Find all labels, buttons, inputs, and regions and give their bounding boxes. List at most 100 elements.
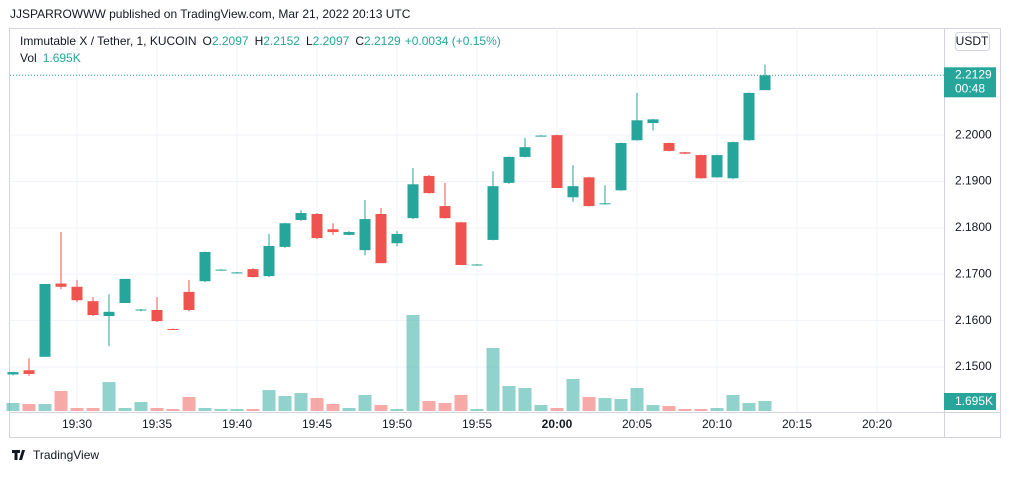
y-tick-label: 2.1900 <box>955 174 992 188</box>
candle-body <box>151 309 163 322</box>
candle-body <box>135 309 147 311</box>
countdown: 00:48 <box>955 81 985 95</box>
x-tick-label: 19:55 <box>462 417 492 431</box>
volume-bar <box>598 397 612 411</box>
volume-bar <box>518 387 532 411</box>
x-tick-label: 19:35 <box>142 417 172 431</box>
x-tick-label: 20:00 <box>542 417 573 431</box>
volume-bar <box>86 407 100 411</box>
candle-body <box>439 206 451 219</box>
volume-bar <box>54 391 68 411</box>
y-tick-label: 2.1700 <box>955 266 992 280</box>
candle-body <box>759 75 771 91</box>
candle-body <box>711 155 723 178</box>
volume-bar <box>646 405 660 411</box>
x-tick-label: 19:50 <box>382 417 412 431</box>
candle-body <box>615 143 627 191</box>
currency-button[interactable] <box>955 32 990 51</box>
candle-body <box>199 252 211 282</box>
volume-bar <box>262 389 276 411</box>
candle-body <box>167 328 179 330</box>
volume-bar <box>742 403 756 411</box>
volume-bar <box>246 409 260 411</box>
candle-body <box>679 152 691 154</box>
volume-bar <box>390 409 404 411</box>
volume-bar <box>502 385 516 411</box>
volume-bar <box>358 395 372 411</box>
candle-body <box>631 120 643 141</box>
volume-legend: Vol 1.695K <box>20 51 81 65</box>
volume-bar <box>662 405 676 411</box>
candle-body <box>295 213 307 220</box>
volume-bar <box>326 403 340 411</box>
x-tick-label: 20:10 <box>702 417 732 431</box>
candle-body <box>327 229 339 233</box>
volume-bar <box>198 407 212 411</box>
last-price-box <box>944 67 996 98</box>
candle-body <box>231 272 243 274</box>
publisher-line: JJSPARROWWW published on TradingView.com… <box>10 7 411 21</box>
logo-icon <box>12 450 25 460</box>
candle-body <box>727 142 739 179</box>
volume-bar <box>470 409 484 411</box>
volume-bar <box>182 397 196 411</box>
volume-bar <box>134 401 148 411</box>
candle-body <box>39 284 51 357</box>
ohlc-key: H <box>255 34 264 48</box>
volume-bar <box>278 395 292 411</box>
candle-body <box>279 223 291 247</box>
candle-body <box>87 301 99 316</box>
candle-body <box>519 147 531 157</box>
candle-body <box>503 156 515 183</box>
y-tick-label: 2.2000 <box>955 127 992 141</box>
candle-body <box>551 135 563 188</box>
candle-body <box>695 155 707 179</box>
candle-body <box>247 269 259 278</box>
volume-bar <box>6 403 20 411</box>
volume-bar <box>166 409 180 411</box>
volume-bar <box>566 379 580 411</box>
volume-bar <box>534 405 548 411</box>
volume-bar <box>486 347 500 411</box>
symbol-title: Immutable X / Tether, 1, KUCOIN <box>20 34 197 48</box>
volume-bar <box>294 393 308 411</box>
x-tick-label: 20:05 <box>622 417 652 431</box>
candle-body <box>215 269 227 271</box>
candle-body <box>647 119 659 124</box>
volume-bar <box>230 409 244 411</box>
volume-bar <box>614 399 628 411</box>
candle-body <box>375 213 387 264</box>
volume-bar <box>310 397 324 411</box>
candle-body <box>55 283 67 287</box>
x-tick-label: 19:30 <box>62 417 92 431</box>
volume-box <box>944 393 996 410</box>
candle-body <box>423 175 435 194</box>
x-tick-label: 20:20 <box>862 417 892 431</box>
candle-body <box>487 186 499 240</box>
currency-label[interactable]: USDT <box>956 34 989 48</box>
volume-bar <box>22 403 36 411</box>
volume-bar <box>582 397 596 411</box>
candle-body <box>183 291 195 310</box>
volume-bar <box>550 407 564 411</box>
candle-body <box>23 370 35 374</box>
ohlc-key: L <box>306 34 313 48</box>
candle-body <box>599 203 611 205</box>
ohlc-value: 2.2097 <box>313 34 350 48</box>
x-tick-label: 20:15 <box>782 417 812 431</box>
candle-body <box>743 92 755 141</box>
ohlc-key: C <box>355 34 364 48</box>
ohlc-value: 2.2129 <box>364 34 401 48</box>
volume-bar <box>342 407 356 411</box>
volume-bar <box>38 403 52 411</box>
change-value: +0.0034 (+0.15%) <box>405 34 501 48</box>
ohlc-value: 2.2097 <box>212 34 249 48</box>
volume-bar <box>678 409 692 411</box>
candle-body <box>103 311 115 316</box>
candle-body <box>391 233 403 244</box>
volume-bar <box>758 401 772 411</box>
last-price-label: 2.2129 <box>955 67 992 81</box>
volume-bar <box>150 407 164 411</box>
volume-bar <box>726 395 740 411</box>
